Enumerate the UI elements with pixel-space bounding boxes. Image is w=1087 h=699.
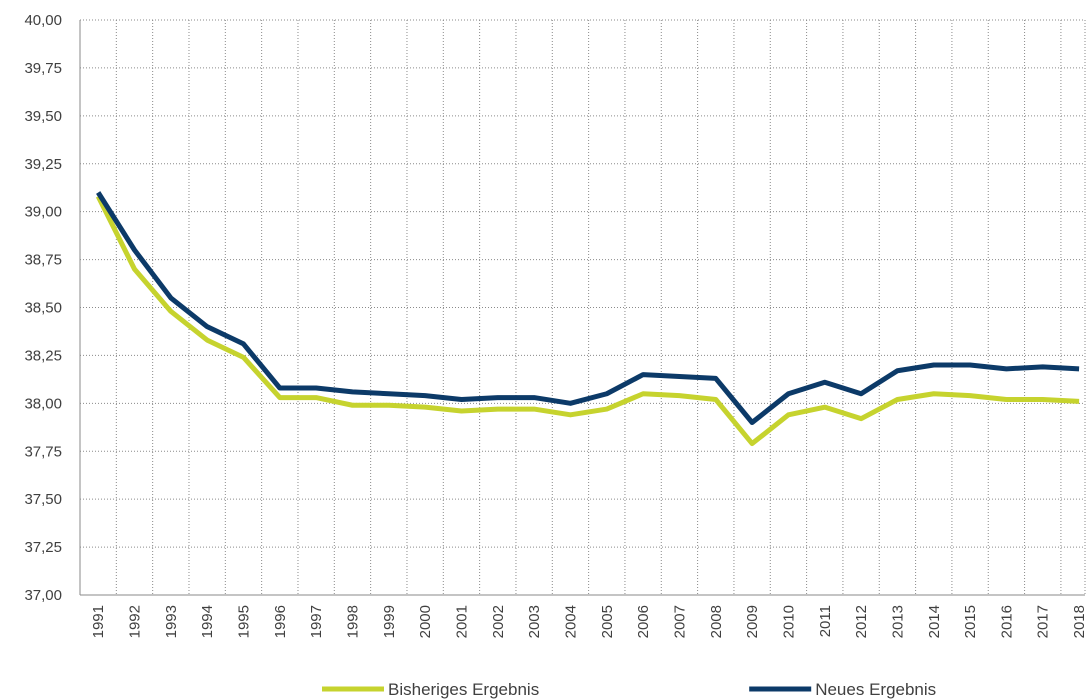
y-tick-label: 39,50 <box>24 108 62 125</box>
legend-label: Neues Ergebnis <box>815 680 936 699</box>
y-tick-label: 37,00 <box>24 587 62 604</box>
y-tick-label: 39,25 <box>24 156 62 173</box>
x-tick-label: 2015 <box>962 605 979 638</box>
x-tick-label: 2013 <box>889 605 906 638</box>
x-tick-label: 1998 <box>344 605 361 638</box>
x-tick-label: 2005 <box>599 605 616 638</box>
x-tick-label: 2002 <box>490 605 507 638</box>
y-tick-label: 38,00 <box>24 395 62 412</box>
x-tick-label: 2018 <box>1071 605 1087 638</box>
x-tick-label: 2006 <box>635 605 652 638</box>
legend-label: Bisheriges Ergebnis <box>388 680 539 699</box>
series-line <box>95 195 1080 447</box>
x-tick-label: 1992 <box>126 605 143 638</box>
x-tick-label: 2008 <box>708 605 725 638</box>
y-tick-label: 38,50 <box>24 300 62 317</box>
x-tick-label: 1991 <box>90 605 107 638</box>
series-line <box>96 191 1080 425</box>
y-tick-label: 37,25 <box>24 539 62 556</box>
y-tick-label: 37,50 <box>24 491 62 508</box>
x-tick-label: 2014 <box>926 605 943 638</box>
y-tick-label: 40,00 <box>24 12 62 29</box>
x-tick-label: 2010 <box>780 605 797 638</box>
y-tick-label: 38,25 <box>24 347 62 364</box>
y-tick-label: 39,75 <box>24 60 62 77</box>
x-tick-label: 1993 <box>163 605 180 638</box>
x-tick-label: 2000 <box>417 605 434 638</box>
x-tick-label: 1995 <box>235 605 252 638</box>
x-tick-label: 2016 <box>998 605 1015 638</box>
y-tick-label: 39,00 <box>24 204 62 221</box>
x-tick-label: 2011 <box>817 605 834 637</box>
x-tick-label: 2007 <box>671 605 688 638</box>
x-tick-label: 1996 <box>272 605 289 638</box>
x-tick-label: 2003 <box>526 605 543 638</box>
y-tick-label: 38,75 <box>24 252 62 269</box>
x-tick-label: 1997 <box>308 605 325 638</box>
x-tick-label: 2004 <box>562 605 579 638</box>
x-tick-label: 1999 <box>381 605 398 638</box>
x-tick-label: 1994 <box>199 605 216 638</box>
y-tick-label: 37,75 <box>24 443 62 460</box>
x-tick-label: 2009 <box>744 605 761 638</box>
x-tick-label: 2001 <box>453 605 470 638</box>
x-tick-label: 2012 <box>853 605 870 638</box>
x-tick-label: 2017 <box>1035 605 1052 638</box>
